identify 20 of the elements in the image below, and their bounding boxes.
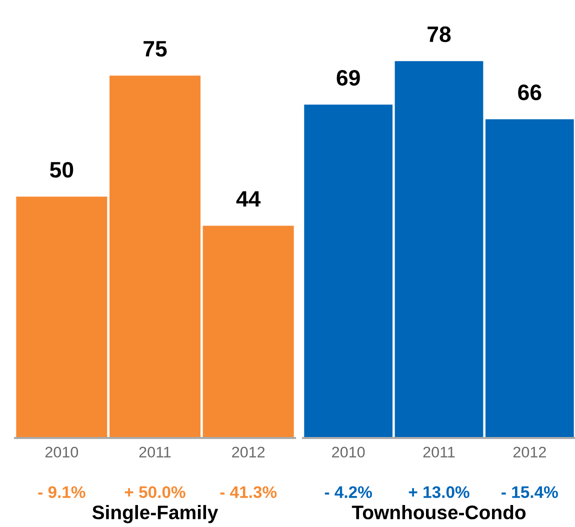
text: - 15.4%	[502, 486, 558, 498]
data-label: 50	[50, 162, 74, 178]
data-label: 78	[428, 26, 451, 42]
text: + 13.0%	[408, 486, 470, 498]
data-label: 44	[236, 191, 261, 207]
x-axis-title: Single-Family	[92, 505, 218, 524]
data-label: 69	[336, 70, 360, 86]
x-tick-label: 2012	[513, 446, 546, 458]
text: - 9.1%	[38, 486, 86, 498]
data-label: 75	[144, 41, 167, 57]
data-label: 66	[518, 84, 542, 100]
x-tick-label: 2010	[45, 446, 78, 458]
text: + 50.0%	[124, 486, 186, 498]
x-tick-label: 2011	[139, 446, 171, 458]
x-tick-label: 2010	[332, 446, 365, 458]
text: - 41.3%	[220, 486, 277, 498]
x-tick-label: 2011	[423, 446, 455, 458]
x-tick-label: 2012	[232, 446, 265, 458]
x-axis-title: Townhouse-Condo	[352, 505, 526, 520]
text: - 4.2%	[324, 486, 372, 498]
